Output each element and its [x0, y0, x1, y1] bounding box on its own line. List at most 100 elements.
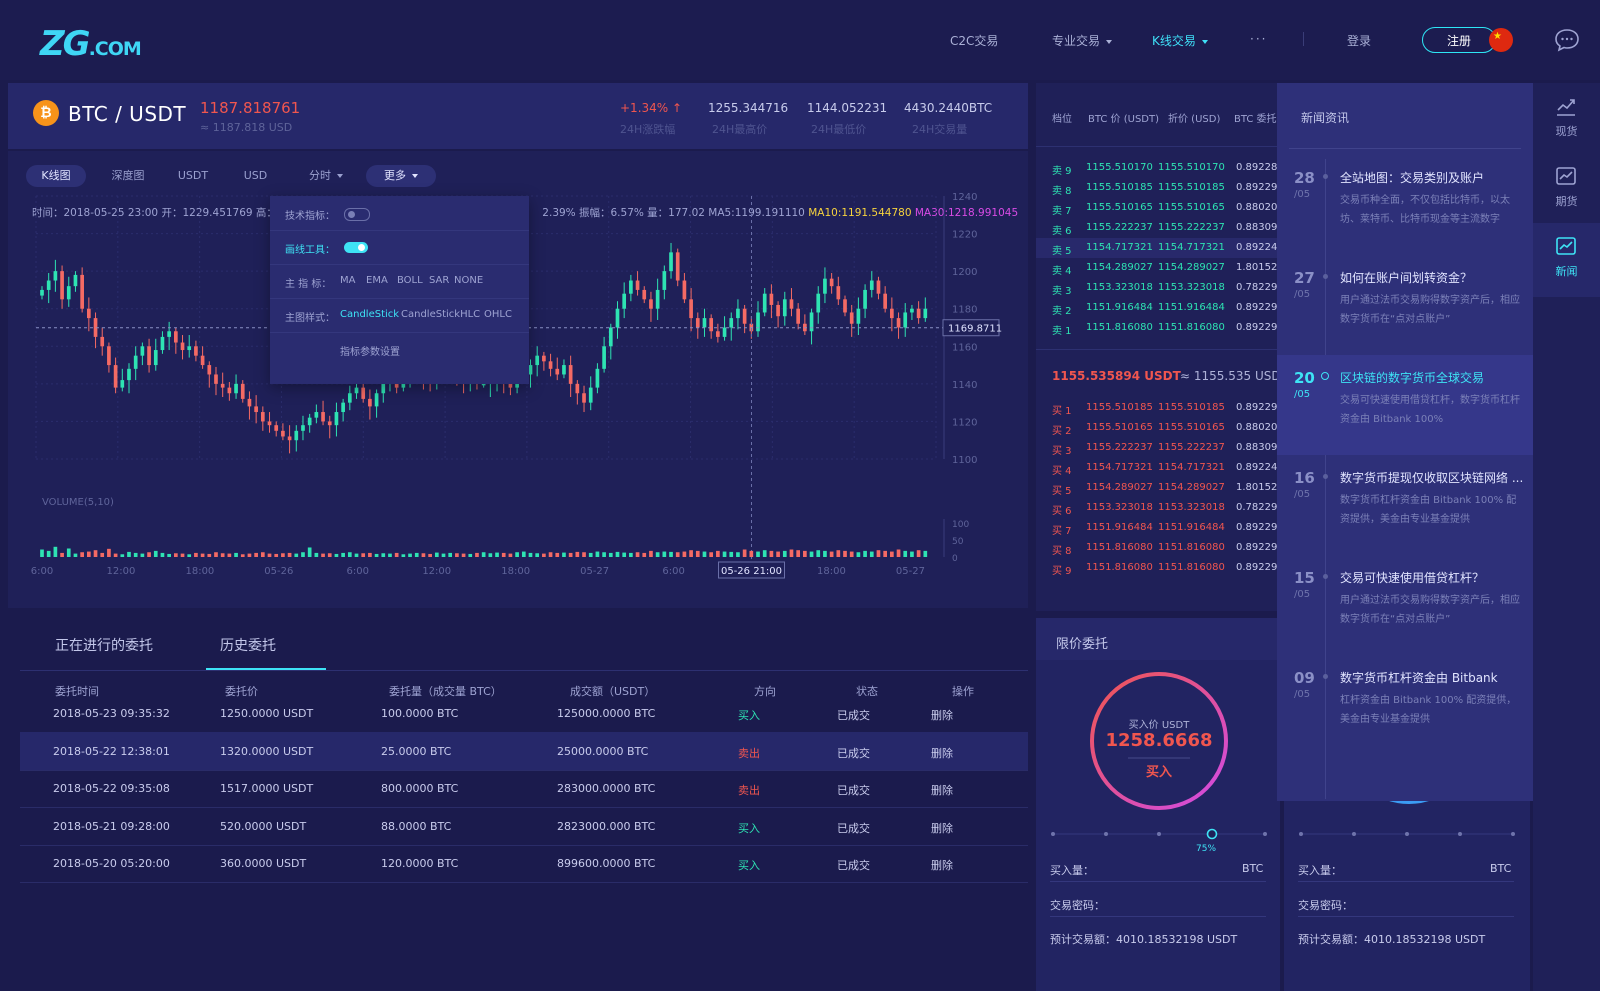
book-row[interactable]: 买 2 1155.510165 1155.510165 0.88020: [1036, 418, 1280, 438]
sidebar-item-spot[interactable]: 现货: [1533, 83, 1600, 157]
x-tick-label: 05-27: [896, 566, 925, 577]
volume-bar: [254, 552, 258, 557]
draw-toggle[interactable]: [344, 242, 368, 253]
tab-kline[interactable]: K线图: [26, 165, 86, 187]
sell-qty-input[interactable]: [1298, 858, 1514, 882]
buy-button[interactable]: 买入: [1145, 765, 1172, 780]
candle-body: [702, 318, 707, 328]
nav-c2c[interactable]: C2C交易: [950, 32, 998, 49]
book-row[interactable]: 卖 6 1155.222237 1155.222237 0.88309: [1036, 218, 1280, 238]
option-candlestick[interactable]: CandleStick: [340, 309, 400, 320]
nav-more[interactable]: ···: [1250, 32, 1267, 46]
book-row[interactable]: 买 7 1151.916484 1151.916484 0.89229: [1036, 518, 1280, 538]
nav-pro-trade[interactable]: 专业交易: [1052, 32, 1113, 49]
option-ohlc[interactable]: OHLC: [484, 309, 512, 320]
sell-ring[interactable]: [1338, 738, 1480, 812]
sell-amount-slider[interactable]: [1298, 826, 1516, 842]
tab-more[interactable]: 更多: [366, 165, 436, 187]
news-item[interactable]: 20/05 区块链的数字货币全球交易 交易可快速使用借贷杠杆，数字货币杠杆资金由 B…: [1277, 355, 1533, 455]
register-button[interactable]: 注册: [1422, 27, 1496, 53]
volume-bar: [923, 550, 928, 557]
option-ma[interactable]: MA: [340, 275, 356, 286]
indicator-settings-row[interactable]: 指标参数设置: [270, 332, 529, 366]
chat-icon[interactable]: [1554, 28, 1580, 52]
book-row[interactable]: 卖 4 1154.289027 1154.289027 1.80152: [1036, 258, 1280, 278]
volume-bar: [635, 552, 640, 557]
qty-input[interactable]: [1050, 858, 1266, 882]
option-ema[interactable]: EMA: [366, 275, 388, 286]
slider-stop[interactable]: [1405, 832, 1409, 836]
volume-bar: [147, 552, 151, 557]
amount-slider[interactable]: [1050, 826, 1268, 842]
slider-stop[interactable]: [1051, 832, 1055, 836]
book-row[interactable]: 卖 7 1155.510165 1155.510165 0.88020: [1036, 198, 1280, 218]
tech-toggle[interactable]: [344, 208, 370, 221]
slider-stop[interactable]: [1352, 832, 1356, 836]
volume-bar: [66, 548, 71, 557]
book-row[interactable]: 买 3 1155.222237 1155.222237 0.88309: [1036, 438, 1280, 458]
tab-order-history[interactable]: 历史委托: [220, 638, 276, 654]
candle-body: [294, 430, 299, 441]
book-row[interactable]: 卖 1 1151.816080 1151.816080 0.89229: [1036, 318, 1280, 338]
volume-bar: [782, 550, 787, 557]
volume-bar: [849, 551, 854, 557]
option-boll[interactable]: BOLL: [397, 275, 423, 286]
limit-title: 限价委托: [1056, 637, 1109, 652]
nav-kline-trade[interactable]: K线交易: [1152, 32, 1208, 49]
news-item[interactable]: 16/05 数字货币提现仅收取区块链网络 ... 数字货币杠杆资金由 Bitbank…: [1277, 455, 1533, 555]
volume-bar: [173, 553, 178, 557]
delete-order-button[interactable]: 删除: [931, 746, 953, 760]
book-price: 1155.222237: [1086, 222, 1153, 233]
news-item[interactable]: 28/05 全站地图：交易类别及账户 交易币种全面，不仅包括比特币，以太坊、莱特币、…: [1277, 155, 1533, 255]
login-link[interactable]: 登录: [1347, 32, 1371, 49]
book-row[interactable]: 卖 8 1155.510185 1155.510185 0.89229: [1036, 178, 1280, 198]
news-item[interactable]: 09/05 数字货币杠杆资金由 Bitbank 杠杆资金由 Bitbank 100%…: [1277, 655, 1533, 755]
news-item[interactable]: 27/05 如何在账户间划转资金？ 用户通过法币交易购得数字资产后，相应数字货币在“…: [1277, 255, 1533, 355]
sidebar-item-news[interactable]: 新闻: [1533, 223, 1600, 297]
x-tick-label: 18:00: [817, 566, 846, 577]
delete-order-button[interactable]: 删除: [931, 784, 953, 797]
slider-stop[interactable]: [1104, 832, 1108, 836]
option-sar[interactable]: SAR: [429, 275, 450, 286]
slider-stop[interactable]: [1458, 832, 1462, 836]
option-candlestick-hlc[interactable]: CandleStickHLC: [401, 309, 481, 320]
tab-usdt[interactable]: USDT: [177, 169, 209, 182]
book-row[interactable]: 买 6 1153.323018 1153.323018 0.78229: [1036, 498, 1280, 518]
password-input[interactable]: [1050, 893, 1266, 917]
book-row[interactable]: 买 1 1155.510185 1155.510185 0.89229: [1036, 398, 1280, 418]
slider-stop[interactable]: [1263, 832, 1267, 836]
book-row[interactable]: 卖 9 1155.510170 1155.510170 0.89228: [1036, 158, 1280, 178]
sidebar-item-futures[interactable]: 期货: [1533, 153, 1600, 227]
slider-stop[interactable]: [1511, 832, 1515, 836]
news-item[interactable]: 15/05 交易可快速使用借贷杠杆？ 用户通过法币交易购得数字资产后，相应数字货币在…: [1277, 555, 1533, 655]
delete-order-button[interactable]: 删除: [931, 859, 953, 872]
delete-order-button[interactable]: 删除: [931, 821, 953, 835]
sell-password-input[interactable]: [1298, 893, 1514, 917]
book-row[interactable]: 卖 5 1154.717321 1154.717321 0.89224: [1036, 238, 1280, 258]
book-row[interactable]: 卖 2 1151.916484 1151.916484 0.89229: [1036, 298, 1280, 318]
buy-ring[interactable]: [1088, 670, 1230, 812]
volume-bar: [194, 552, 198, 557]
book-level: 买 3: [1052, 446, 1072, 457]
book-row[interactable]: 买 9 1151.816080 1151.816080 0.89229: [1036, 558, 1280, 578]
news-day: 09: [1294, 669, 1315, 687]
option-none[interactable]: NONE: [454, 275, 484, 286]
slider-knob[interactable]: [1206, 828, 1218, 840]
book-row[interactable]: 买 5 1154.289027 1154.289027 1.80152: [1036, 478, 1280, 498]
tab-open-orders[interactable]: 正在进行的委托: [55, 638, 153, 654]
book-level: 买 6: [1052, 506, 1072, 517]
volume-bar: [368, 552, 372, 557]
logo[interactable]: ZG.COM: [40, 24, 142, 64]
slider-stop[interactable]: [1299, 832, 1303, 836]
tab-timeframe[interactable]: 分时: [296, 165, 356, 187]
slider-stop[interactable]: [1157, 832, 1161, 836]
tab-depth[interactable]: 深度图: [111, 169, 145, 182]
tab-usd[interactable]: USD: [243, 169, 268, 182]
book-row[interactable]: 买 8 1151.816080 1151.816080 0.89229: [1036, 538, 1280, 558]
volume-bar: [749, 550, 754, 557]
delete-order-button[interactable]: 删除: [931, 709, 953, 722]
book-row[interactable]: 卖 3 1153.323018 1153.323018 0.78229: [1036, 278, 1280, 298]
book-row[interactable]: 买 4 1154.717321 1154.717321 0.89224: [1036, 458, 1280, 478]
china-flag-icon[interactable]: ★: [1489, 28, 1513, 52]
candle-body: [622, 293, 627, 309]
